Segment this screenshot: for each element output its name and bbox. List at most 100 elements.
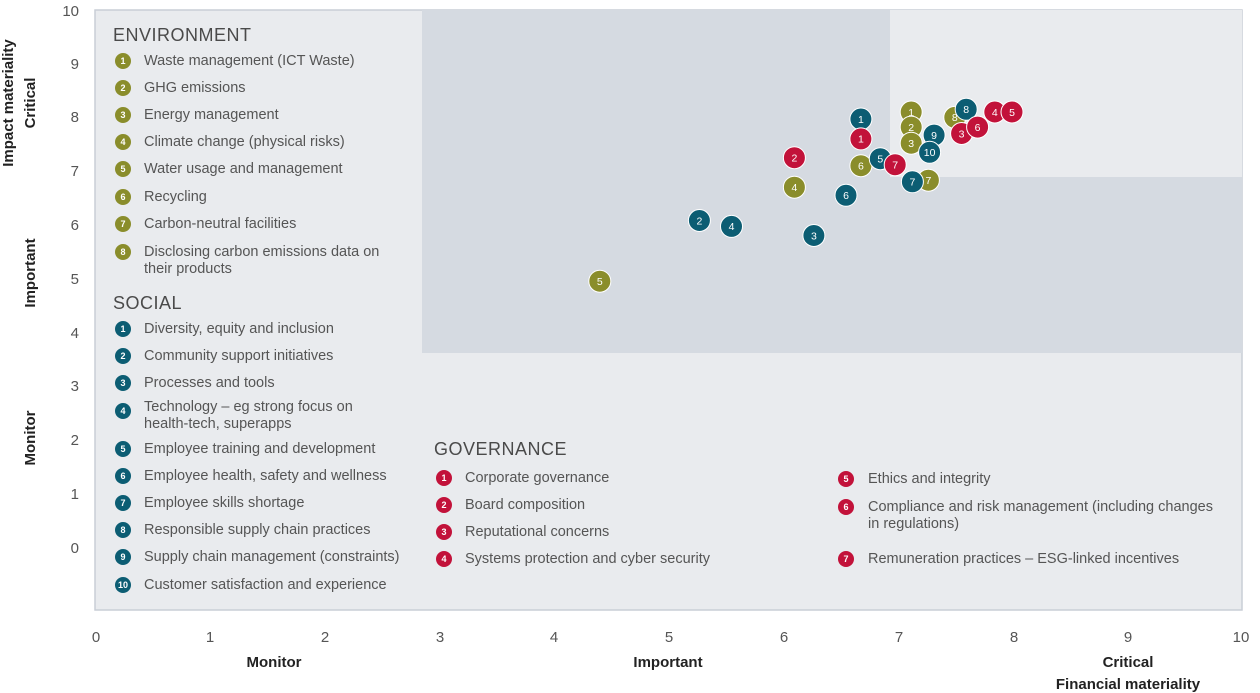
legend-gov-badge-2 [436, 497, 452, 513]
point-env-5-marker [588, 269, 612, 293]
point-gov-1-marker [849, 127, 873, 151]
legend-gov-badge-num-6: 6 [843, 502, 848, 512]
y-axis-critical-label: Critical [22, 78, 39, 129]
point-soc-7-label: 7 [909, 177, 915, 189]
point-soc-10-marker [918, 140, 942, 164]
legend-soc-badge-9 [115, 549, 131, 565]
x-tick-2: 2 [321, 629, 329, 646]
legend-soc-badge-num-5: 5 [120, 444, 125, 454]
legend-gov-badge-4 [436, 551, 452, 567]
legend-gov-label-1: Corporate governance [465, 470, 609, 486]
legend-env-label-3: Energy management [144, 107, 279, 123]
point-soc-8: 8 [954, 97, 978, 121]
legend-soc-badge-num-1: 1 [120, 324, 125, 334]
legend-soc-label-1: Diversity, equity and inclusion [144, 321, 334, 337]
y-axis-title: Impact materiality [0, 39, 17, 167]
legend-env-badge-1 [115, 53, 131, 69]
point-env-5: 5 [588, 269, 612, 293]
x-axis-title: Financial materiality [1056, 676, 1201, 693]
legend-soc-item-2: 2 Community support initiatives [115, 348, 333, 364]
legend-gov-label-6: Compliance and risk management (includin… [868, 499, 1213, 532]
point-soc-1: 1 [849, 107, 873, 131]
point-soc-2-marker [687, 209, 711, 232]
legend-soc-badge-num-4: 4 [120, 406, 125, 416]
legend-env-item-1: 1 Waste management (ICT Waste) [115, 53, 355, 69]
y-tick-10: 10 [62, 3, 79, 20]
point-soc-3-label: 3 [811, 230, 817, 242]
point-env-3-marker [899, 131, 923, 155]
y-tick-2: 2 [71, 432, 79, 449]
legend-soc-badge-6 [115, 468, 131, 484]
legend-gov-badge-5 [838, 471, 854, 487]
x-axis-critical-label: Critical [1103, 654, 1154, 671]
legend-gov-item-2: 2 Board composition [436, 497, 585, 513]
legend-env-item-3: 3 Energy management [115, 107, 279, 123]
legend-gov-badge-num-7: 7 [843, 554, 848, 564]
x-tick-0: 0 [92, 629, 100, 646]
point-env-1-label: 1 [908, 107, 914, 119]
legend-gov-label-7: Remuneration practices – ESG-linked ince… [868, 551, 1179, 567]
legend-soc-item-5: 5 Employee training and development [115, 441, 375, 457]
point-soc-2: 2 [687, 209, 711, 232]
legend-environment: ENVIRONMENT 1 Waste management (ICT Waste… [113, 25, 379, 277]
point-soc-2-label: 2 [696, 215, 702, 227]
y-tick-0: 0 [71, 540, 79, 557]
x-tick-labels: 0 1 2 3 4 5 6 7 8 9 10 [92, 629, 1250, 646]
point-gov-6-marker [966, 115, 990, 139]
legend-gov-item-5: 5 Ethics and integrity [838, 471, 991, 487]
legend-gov-label-3: Reputational concerns [465, 524, 609, 540]
point-gov-7-marker [883, 153, 907, 177]
point-env-5-label: 5 [597, 276, 603, 288]
legend-gov-label-4: Systems protection and cyber security [465, 551, 711, 567]
x-tick-9: 9 [1124, 629, 1132, 646]
y-axis-important-label: Important [22, 238, 39, 307]
x-tick-6: 6 [780, 629, 788, 646]
legend-governance: GOVERNANCE 1 Corporate governance 2 Board … [434, 439, 1213, 567]
legend-soc-item-6: 6 Employee health, safety and wellness [115, 468, 387, 484]
legend-soc-item-7: 7 Employee skills shortage [115, 495, 304, 511]
point-soc-5-label: 5 [877, 154, 883, 166]
legend-env-item-8: 8 Disclosing carbon emissions data on thei… [115, 244, 379, 277]
legend-social: SOCIAL 1 Diversity, equity and inclusion … [113, 293, 400, 593]
point-gov-5-marker [1000, 100, 1024, 124]
point-gov-2: 2 [782, 146, 806, 170]
point-soc-7-marker [900, 170, 924, 194]
point-gov-4-label: 4 [992, 107, 998, 119]
legend-soc-badge-5 [115, 441, 131, 457]
point-gov-7: 7 [883, 153, 907, 177]
point-soc-10-label: 10 [924, 147, 936, 159]
legend-env-label-7: Carbon-neutral facilities [144, 216, 296, 232]
point-env-2-label: 2 [908, 122, 914, 134]
legend-gov-badge-6 [838, 499, 854, 515]
y-tick-3: 3 [71, 378, 79, 395]
legend-gov-label-5: Ethics and integrity [868, 471, 991, 487]
legend-soc-label-8: Responsible supply chain practices [144, 522, 371, 538]
legend-soc-badge-num-3: 3 [120, 378, 125, 388]
legend-soc-label-9: Supply chain management (constraints) [144, 549, 400, 565]
legend-env-badge-num-2: 2 [120, 83, 125, 93]
legend-soc-item-9: 9 Supply chain management (constraints) [115, 549, 400, 565]
legend-soc-badge-10 [115, 577, 131, 593]
legend-soc-label-4: Technology – eg strong focus on health-te… [144, 399, 353, 432]
legend-env-badge-2 [115, 80, 131, 96]
x-tick-1: 1 [206, 629, 214, 646]
legend-soc-item-10: 10 Customer satisfaction and experience [115, 577, 387, 593]
legend-env-item-2: 2 GHG emissions [115, 80, 246, 96]
legend-soc-badge-4 [115, 403, 131, 419]
y-tick-7: 7 [71, 163, 79, 180]
legend-env-badge-num-3: 3 [120, 110, 125, 120]
point-soc-6: 6 [834, 183, 858, 207]
legend-gov-item-4: 4 Systems protection and cyber security [436, 551, 711, 567]
legend-env-badge-7 [115, 216, 131, 232]
y-tick-9: 9 [71, 56, 79, 73]
point-gov-5-label: 5 [1009, 107, 1015, 119]
legend-soc-label-10: Customer satisfaction and experience [144, 577, 387, 593]
legend-env-badge-8 [115, 244, 131, 260]
legend-env-badge-num-5: 5 [120, 164, 125, 174]
legend-gov-badge-num-1: 1 [441, 473, 446, 483]
point-gov-1: 1 [849, 127, 873, 151]
legend-gov-item-3: 3 Reputational concerns [436, 524, 609, 540]
legend-environment-title: ENVIRONMENT [113, 25, 252, 45]
